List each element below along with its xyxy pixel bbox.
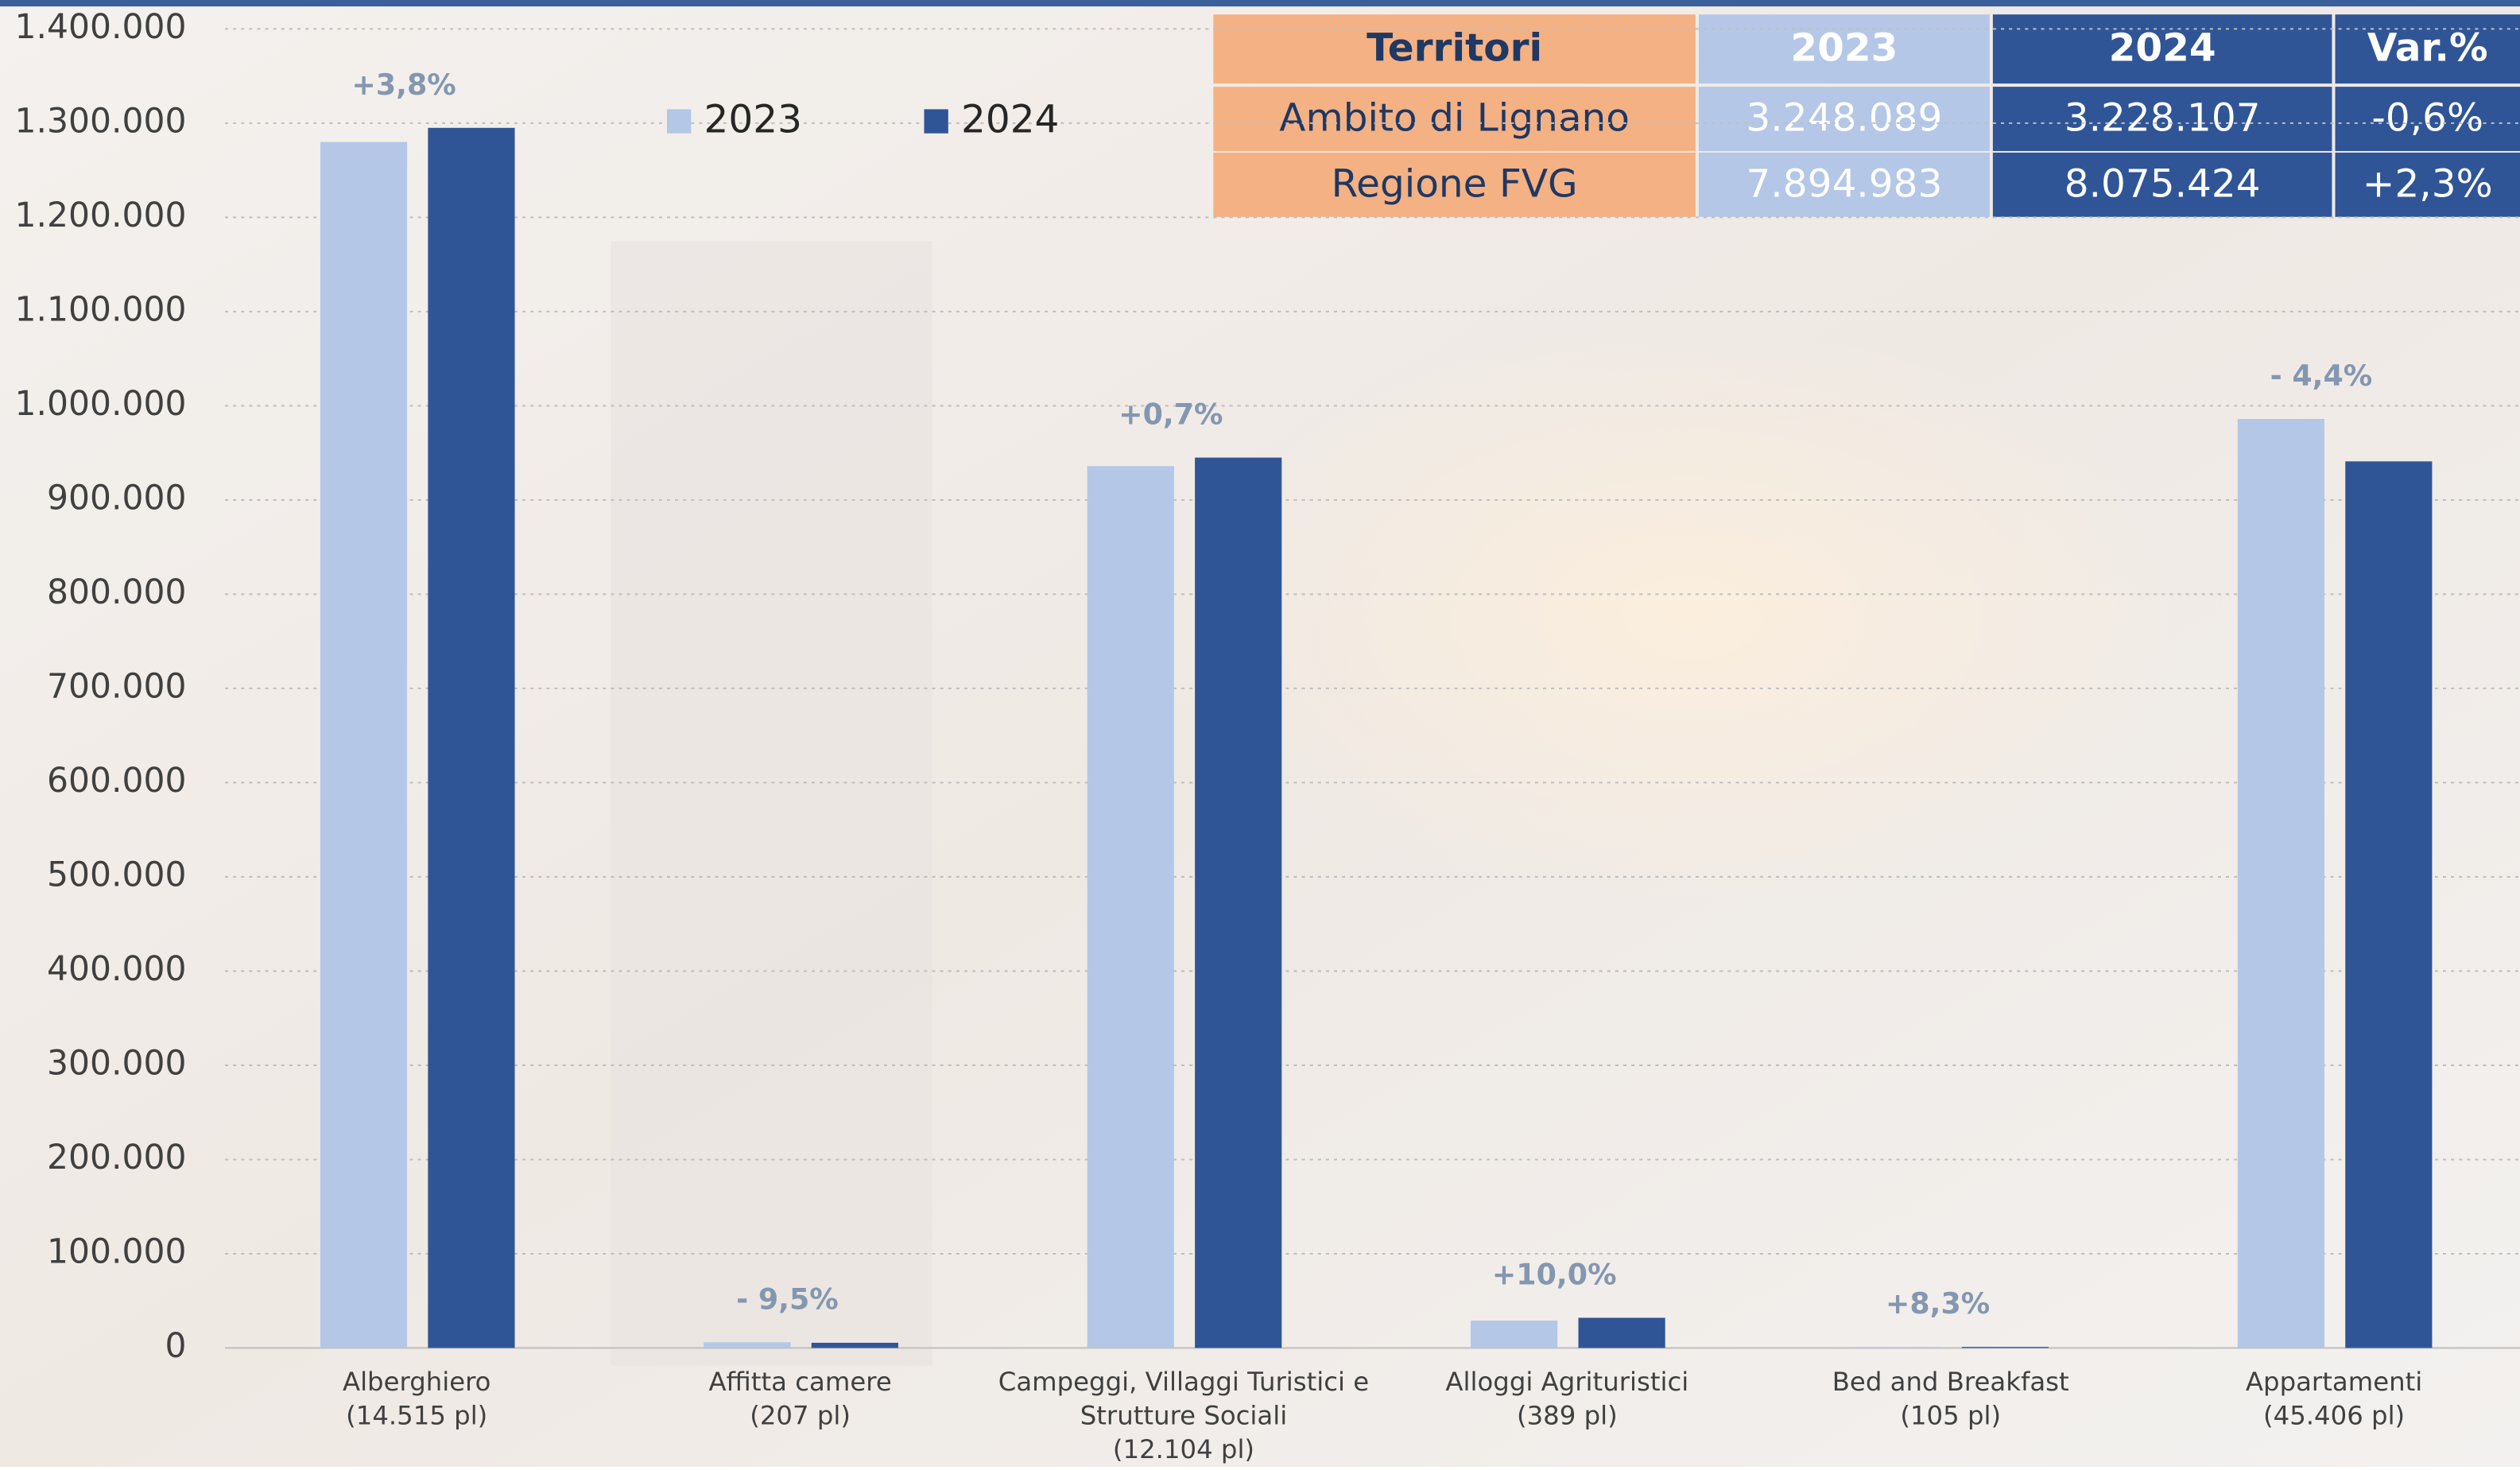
y-tick-label: 1.000.000 [14, 385, 186, 424]
x-tick-label: Alloggi Agrituristici [1445, 1367, 1688, 1397]
change-label: +10,0% [1492, 1258, 1617, 1292]
y-tick-label: 800.000 [47, 573, 187, 612]
table-header: 2024 [2109, 26, 2216, 71]
x-tick-label: (207 pl) [750, 1400, 851, 1430]
x-tick-label: Appartamenti [2246, 1367, 2422, 1397]
table-value: 3.228.107 [2064, 96, 2261, 141]
chart: Territori 2023 2024 Var.% Ambito di Lignano 3… [0, 0, 2520, 1467]
bar [812, 1343, 898, 1348]
bar [1578, 1318, 1665, 1348]
bar [1471, 1321, 1557, 1348]
legend-label: 2023 [704, 98, 801, 142]
y-tick-label: 400.000 [47, 950, 187, 989]
bar [2238, 419, 2324, 1348]
y-tick-label: 600.000 [47, 762, 187, 801]
legend-swatch [924, 109, 948, 133]
legend-label: 2024 [961, 98, 1059, 142]
background-tower [611, 241, 932, 1366]
y-tick-label: 1.200.000 [14, 196, 186, 235]
x-tick-label: Affitta camere [708, 1367, 891, 1397]
table-header: Territori [1367, 26, 1542, 71]
y-tick-label: 300.000 [47, 1044, 187, 1083]
table-header: 2023 [1790, 26, 1898, 71]
table-value: Ambito di Lignano [1279, 96, 1630, 141]
y-tick-label: 100.000 [47, 1232, 187, 1271]
table-header: Var.% [2367, 26, 2488, 71]
y-tick-label: 1.100.000 [14, 290, 186, 329]
y-tick-label: 700.000 [47, 667, 187, 706]
y-tick-label: 1.300.000 [14, 102, 186, 141]
bar [1854, 1347, 1940, 1348]
x-tick-label: Alberghiero [343, 1367, 491, 1397]
table-value: +2,3% [2363, 161, 2493, 206]
bar [1962, 1347, 2049, 1348]
bar [1195, 458, 1281, 1348]
table-value: 8.075.424 [2064, 161, 2261, 206]
legend-swatch [667, 109, 691, 133]
summary-table: Territori 2023 2024 Var.% Ambito di Lignano 3… [1213, 14, 2520, 217]
table-value: -0,6% [2371, 96, 2483, 141]
y-tick-label: 500.000 [47, 855, 187, 894]
change-label: - 9,5% [736, 1282, 839, 1316]
x-tick-label: Bed and Breakfast [1832, 1367, 2069, 1397]
table-value: Regione FVG [1332, 161, 1578, 206]
x-tick-label: (14.515 pl) [346, 1400, 487, 1430]
x-tick-label: (45.406 pl) [2263, 1400, 2405, 1430]
x-tick-label: Strutture Sociali [1080, 1400, 1287, 1430]
table-value: 3.248.089 [1746, 96, 1942, 141]
y-tick-label: 0 [165, 1327, 186, 1366]
top-bar [0, 0, 2520, 6]
bar [1087, 466, 1174, 1348]
y-tick-label: 900.000 [47, 479, 187, 518]
y-tick-label: 200.000 [47, 1138, 187, 1177]
change-label: +3,8% [351, 68, 456, 102]
x-tick-label: Campeggi, Villaggi Turistici e [998, 1367, 1369, 1397]
x-tick-label: (12.104 pl) [1113, 1434, 1254, 1464]
change-label: +8,3% [1886, 1286, 1990, 1321]
bar [428, 128, 514, 1348]
bar [2345, 461, 2432, 1348]
bar [320, 142, 407, 1348]
change-label: - 4,4% [2270, 359, 2373, 393]
change-label: +0,7% [1118, 398, 1223, 432]
x-tick-label: (105 pl) [1900, 1400, 2001, 1430]
x-tick-label: (389 pl) [1517, 1400, 1618, 1430]
bar [704, 1342, 790, 1348]
y-tick-label: 1.400.000 [14, 8, 186, 47]
table-value: 7.894.983 [1746, 161, 1942, 206]
